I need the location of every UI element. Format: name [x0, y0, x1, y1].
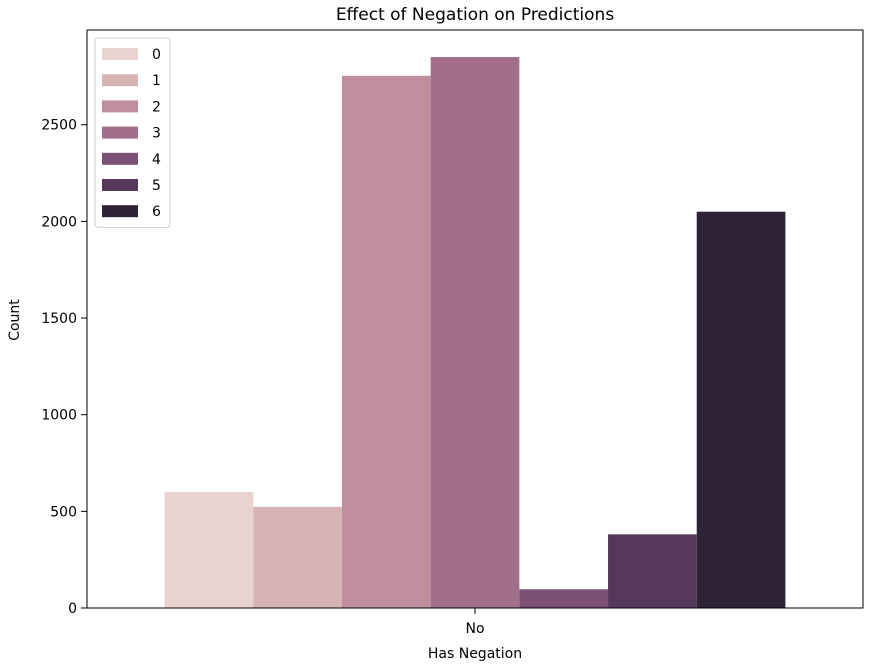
legend-label-1: 1 [152, 73, 161, 89]
x-axis-label: Has Negation [428, 646, 522, 662]
legend-label-0: 0 [152, 47, 161, 63]
bar-series-5 [608, 534, 697, 608]
bar-series-2 [341, 75, 431, 609]
bar-series-4 [519, 589, 609, 608]
y-tick-label: 1500 [41, 311, 77, 327]
legend-label-5: 5 [152, 178, 161, 194]
legend-swatch-4 [102, 152, 138, 165]
legend-swatch-3 [102, 126, 138, 139]
legend-label-2: 2 [152, 99, 161, 115]
bar-series-0 [164, 492, 254, 608]
chart-title: Effect of Negation on Predictions [336, 5, 615, 25]
legend-label-3: 3 [152, 126, 161, 142]
y-tick-label: 1000 [41, 408, 77, 424]
bar-series-1 [253, 506, 342, 608]
x-axis: No [465, 608, 485, 637]
legend-label-4: 4 [152, 152, 161, 168]
legend: 0 1 2 3 4 5 6 [94, 37, 171, 228]
y-axis: 0 500 1000 1500 2000 2500 [41, 118, 87, 617]
legend-label-6: 6 [152, 204, 161, 220]
bar-series-3 [430, 57, 520, 609]
legend-swatch-2 [102, 100, 138, 113]
y-tick-label: 0 [68, 601, 77, 617]
bars-group [164, 57, 786, 609]
legend-swatch-0 [102, 48, 138, 60]
legend-swatch-1 [102, 74, 138, 87]
legend-swatch-6 [102, 205, 138, 218]
bar-series-6 [696, 211, 786, 608]
legend-swatch-5 [102, 179, 138, 191]
y-tick-label: 2000 [41, 214, 77, 230]
x-tick-label: No [465, 621, 484, 637]
y-tick-label: 500 [50, 504, 77, 520]
y-tick-label: 2500 [41, 118, 77, 134]
y-axis-label: Count [7, 299, 23, 341]
